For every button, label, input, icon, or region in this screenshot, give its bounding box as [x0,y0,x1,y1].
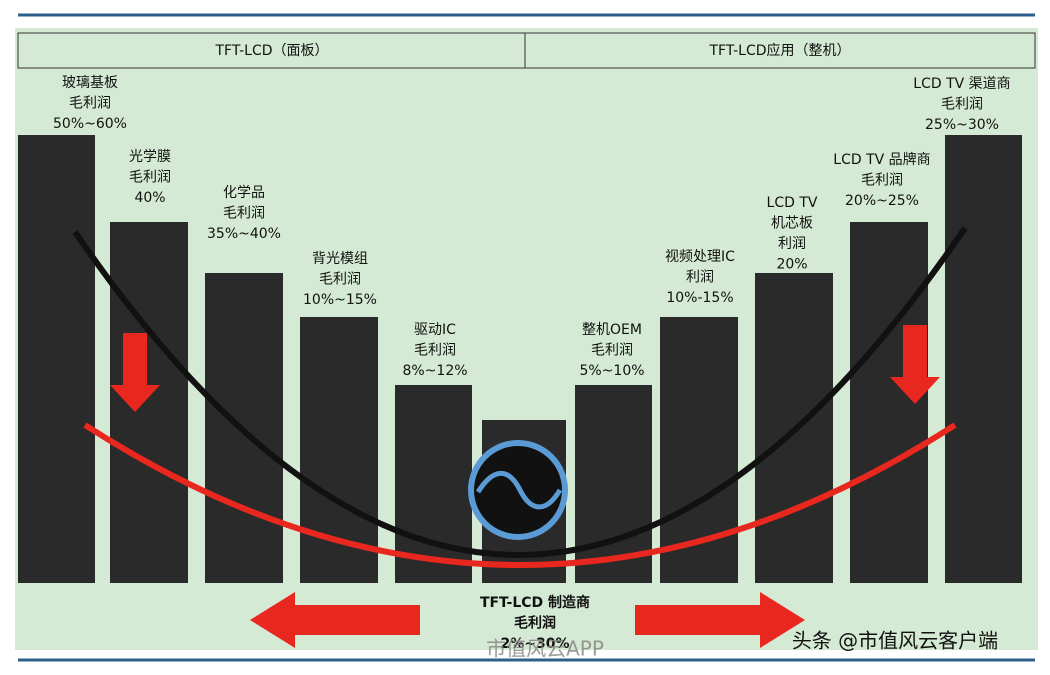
bar-label: 光学膜 [129,149,171,165]
bar-label: 整机OEM [582,322,642,338]
bar-label: 8%~12% [402,363,467,379]
bar [945,135,1022,583]
header-left-box [17,32,526,69]
bar [18,135,95,583]
bar-label: 35%~40% [207,226,281,242]
bar-label: 10%-15% [666,290,733,306]
bar-label: 毛利润 [861,173,903,189]
bar-label: LCD TV 渠道商 [913,76,1010,92]
bar-label: LCD TV 品牌商 [833,151,930,168]
bar-label: 10%~15% [303,292,377,308]
bar-label: 利润 [686,270,714,286]
bar-label: 40% [134,190,165,206]
bar-label: TFT-LCD 制造商 [480,594,590,611]
bar-label: 毛利润 [414,343,456,359]
down-arrow-right [890,325,940,404]
bar-label: 20%~25% [845,193,919,209]
bar-label: 毛利润 [591,343,633,359]
bar-label: 5%~10% [579,363,644,379]
watermark-toutiao: 头条 @市值风云客户端 [792,629,998,653]
bar-label: 毛利润 [514,615,556,632]
bar-label: 驱动IC [414,322,456,338]
bar-label: 背光模组 [312,251,368,267]
watermark-weibo: 市值风云APP [486,637,604,661]
right-arrow [635,592,805,648]
bar-label: 视频处理IC [665,249,735,265]
bar-label: 毛利润 [941,97,983,113]
header-left: TFT-LCD（面板） [214,43,328,59]
header-right: TFT-LCD应用（整机） [708,42,850,59]
bar-label: 毛利润 [129,170,171,186]
down-arrow-left [110,333,160,412]
bar-label: 毛利润 [69,96,111,112]
bar-label: 化学品 [223,185,265,201]
bar-label: 20% [776,257,807,273]
bar-label: 25%~30% [925,117,999,133]
header-right-box [524,32,1036,69]
bar-label: 毛利润 [223,206,265,222]
red-curve [83,422,957,568]
bar-label: 2%~30% [500,636,569,652]
bar-label: LCD TV [767,195,818,211]
bar [110,222,188,583]
bar-label: 玻璃基板 [62,74,118,91]
bar-label: 机芯板 [771,216,813,232]
bar-label: 利润 [778,236,806,252]
left-arrow [250,592,420,648]
bar-label: 毛利润 [319,272,361,288]
bar-label: 50%~60% [53,116,127,132]
logo-wave [475,470,563,510]
black-curve [72,226,968,558]
